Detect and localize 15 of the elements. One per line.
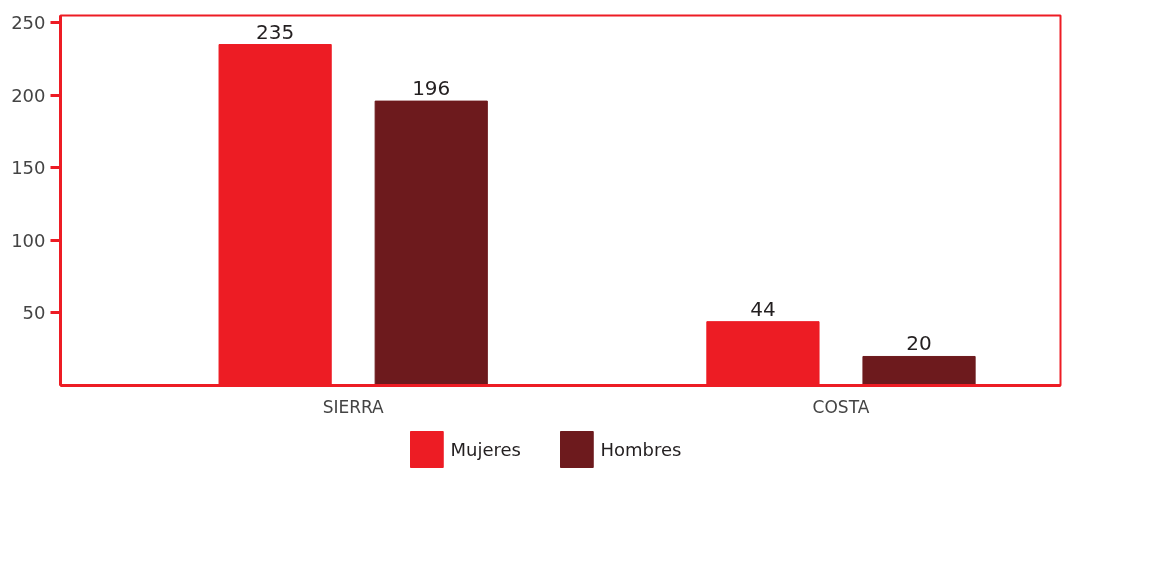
data-label: 235 [256,19,295,44]
legend-label: Mujeres [450,439,521,460]
x-tick-label: SIERRA [322,396,385,417]
x-tick-label: COSTA [812,396,870,417]
data-label: 196 [412,76,451,101]
bar [374,100,488,386]
y-tick-label: 50 [22,302,46,324]
y-tick-label: 200 [11,84,46,106]
data-label: 44 [750,296,776,321]
legend-label: Hombres [600,439,682,460]
y-tick-label: 150 [11,157,46,179]
data-label: 20 [906,331,932,356]
y-tick-label: 100 [11,229,46,251]
y-tick-label: 250 [11,12,46,34]
bar [862,355,976,386]
